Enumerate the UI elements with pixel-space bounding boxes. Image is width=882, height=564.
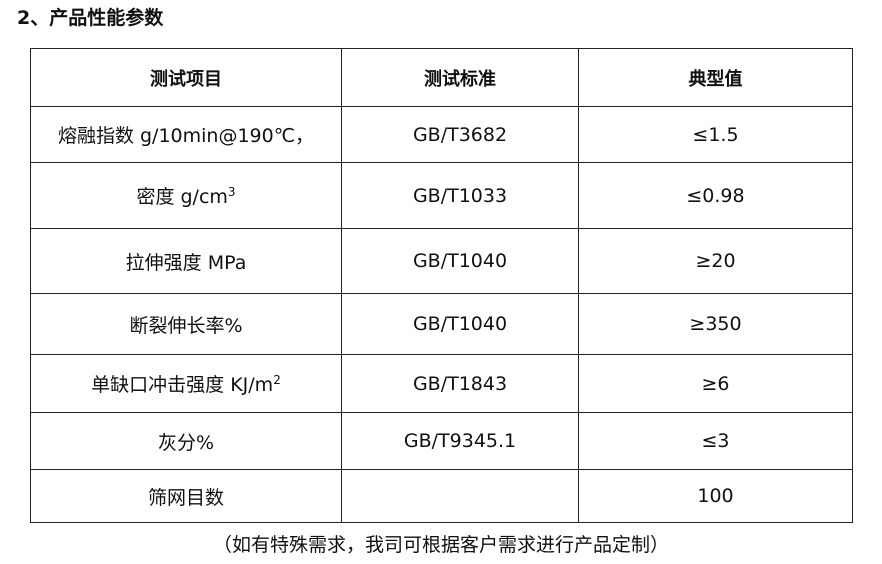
cell-item: 熔融指数 g/10min@190℃， <box>30 106 342 163</box>
cell-value: ≥6 <box>578 354 853 413</box>
cell-value: ≤1.5 <box>578 106 853 163</box>
cell-standard: GB/T9345.1 <box>341 412 579 470</box>
cell-value: ≤3 <box>578 412 853 470</box>
item-text: 密度 g/cm <box>136 186 228 208</box>
cell-item: 断裂伸长率% <box>30 293 342 355</box>
table-row: 单缺口冲击强度 KJ/m2 GB/T1843 ≥6 <box>30 354 853 413</box>
table-row: 筛网目数 100 <box>30 469 853 523</box>
cell-value: ≤0.98 <box>578 162 853 229</box>
header-item: 测试项目 <box>30 48 342 107</box>
customization-note: （如有特殊需求，我司可根据客户需求进行产品定制） <box>212 534 669 556</box>
header-value: 典型值 <box>578 48 853 107</box>
cell-standard: GB/T1033 <box>341 162 579 229</box>
table-row: 灰分% GB/T9345.1 ≤3 <box>30 412 853 470</box>
table-header-row: 测试项目 测试标准 典型值 <box>30 48 853 107</box>
item-text: 拉伸强度 MPa <box>125 251 247 274</box>
cell-standard: GB/T1843 <box>341 354 579 413</box>
cell-item: 拉伸强度 MPa <box>30 228 342 294</box>
cell-item: 筛网目数 <box>30 469 342 523</box>
cell-standard <box>341 469 579 523</box>
table-row: 密度 g/cm3 GB/T1033 ≤0.98 <box>30 162 853 229</box>
cell-standard: GB/T3682 <box>341 106 579 163</box>
cell-value: ≥350 <box>578 293 853 355</box>
item-text: 熔融指数 g/10min@190℃， <box>57 125 315 147</box>
header-standard: 测试标准 <box>341 48 579 107</box>
cell-item: 灰分% <box>30 412 342 470</box>
item-superscript: 3 <box>227 185 236 199</box>
item-superscript: 2 <box>273 373 281 387</box>
cell-standard: GB/T1040 <box>341 228 579 294</box>
item-text: 断裂伸长率% <box>129 314 243 337</box>
cell-standard: GB/T1040 <box>341 293 579 355</box>
cell-item: 密度 g/cm3 <box>30 162 342 229</box>
item-text: 灰分% <box>157 431 215 454</box>
cell-value: ≥20 <box>578 228 853 294</box>
cell-item: 单缺口冲击强度 KJ/m2 <box>30 354 342 413</box>
table-row: 断裂伸长率% GB/T1040 ≥350 <box>30 293 853 355</box>
section-title: 2、产品性能参数 <box>17 7 164 29</box>
item-text: 筛网目数 <box>147 486 224 509</box>
performance-table: 测试项目 测试标准 典型值 熔融指数 g/10min@190℃， GB/T368… <box>30 48 853 523</box>
table-row: 拉伸强度 MPa GB/T1040 ≥20 <box>30 228 853 294</box>
cell-value: 100 <box>578 469 853 523</box>
table-row: 熔融指数 g/10min@190℃， GB/T3682 ≤1.5 <box>30 106 853 163</box>
item-text: 单缺口冲击强度 KJ/m <box>91 374 274 396</box>
